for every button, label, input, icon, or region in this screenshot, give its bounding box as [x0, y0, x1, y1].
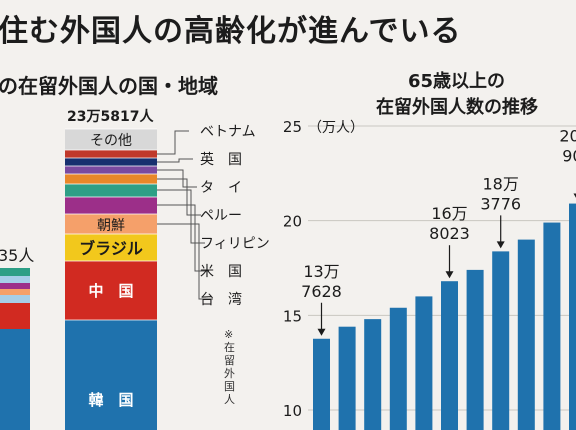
stacked-bar-segment-thailand	[65, 166, 157, 174]
right-chart-title-line1: 65歳以上の	[408, 71, 506, 92]
bar	[492, 251, 510, 430]
segment-label-other: その他	[90, 133, 132, 149]
stacked-bar-segment-korea	[65, 320, 157, 430]
bar-annotation-line2: 7628	[301, 282, 342, 301]
partial-bar-segment	[0, 276, 30, 283]
legend-leader-line	[157, 178, 201, 216]
stacked-bar-segment-china	[65, 261, 157, 320]
stacked-bar-segment-uk	[65, 158, 157, 166]
bar-annotation-line1: 20万	[559, 127, 576, 146]
bar	[313, 338, 330, 430]
footnote: ※在留外国人	[224, 328, 235, 406]
partial-bar-segment	[0, 268, 30, 276]
bar	[543, 222, 561, 430]
stack-total-label: 23万5817人	[67, 109, 154, 125]
bar-annotation-line2: 3776	[480, 194, 521, 213]
annotation-arrow-head	[496, 241, 505, 249]
legend-label: フィリピン	[200, 236, 270, 252]
bar	[415, 296, 433, 430]
legend-label: 英 国	[200, 151, 242, 168]
stacked-bar-segment-vietnam	[65, 150, 157, 158]
segment-label-chosen: 朝鮮	[97, 218, 125, 234]
stacked-bar-segment-philippines	[65, 184, 157, 197]
bar-annotation-line1: 16万	[431, 204, 467, 223]
stacked-bar-segment-other	[65, 129, 157, 150]
legend-leader-line	[157, 158, 193, 163]
legend-leader-line	[157, 130, 189, 155]
y-tick-label: 25	[283, 118, 302, 136]
bar	[338, 326, 356, 430]
y-tick-label: 20	[283, 213, 302, 231]
stacked-bar-segment-us	[65, 197, 157, 214]
bar	[569, 203, 576, 430]
bar	[466, 269, 484, 430]
annotation-arrow-head	[317, 328, 326, 336]
stacked-bar-segment-brazil	[65, 234, 157, 261]
legend-leader-line	[157, 204, 209, 272]
bar-annotation-line1: 18万	[483, 174, 519, 193]
headline: 住む外国人の高齢化が進んでいる	[0, 14, 462, 49]
bar-annotation-line2: 903	[562, 147, 576, 166]
stacked-bar-segment-chosen	[65, 214, 157, 234]
bar	[517, 239, 535, 430]
y-tick-label: 15	[283, 307, 302, 325]
legend-label: 台 湾	[200, 291, 242, 308]
y-axis-unit-label: （万人）	[308, 120, 364, 136]
bar	[441, 281, 458, 430]
partial-total-label: 35人	[0, 246, 35, 265]
legend-leader-line	[157, 189, 205, 244]
stacked-bar-segment-peru	[65, 174, 157, 184]
y-tick-label: 10	[283, 402, 302, 420]
legend-label: ペルー	[200, 208, 242, 224]
right-chart-title-line2: 在留外国人数の推移	[376, 97, 538, 118]
legend-label: 米 国	[200, 264, 242, 280]
annotation-arrow-head	[445, 271, 454, 279]
segment-label-brazil: ブラジル	[79, 239, 143, 258]
bar	[389, 307, 407, 430]
partial-bar-segment	[0, 329, 30, 430]
partial-bar-segment	[0, 283, 30, 289]
bar	[364, 319, 382, 430]
partial-bar-segment	[0, 295, 30, 303]
bar-annotation-line2: 8023	[429, 224, 470, 243]
legend-label: ベトナム	[200, 124, 256, 140]
segment-label-korea: 韓 国	[88, 391, 133, 409]
annotation-arrow-head	[573, 193, 576, 198]
left-chart-title: の在留外国人の国・地域	[0, 74, 218, 98]
segment-label-china: 中 国	[88, 282, 133, 300]
bar-annotation-line1: 13万	[303, 262, 339, 281]
legend-leader-line	[157, 223, 213, 300]
partial-bar-segment	[0, 303, 30, 329]
legend-label: タ イ	[200, 180, 242, 196]
partial-bar-segment	[0, 289, 30, 295]
